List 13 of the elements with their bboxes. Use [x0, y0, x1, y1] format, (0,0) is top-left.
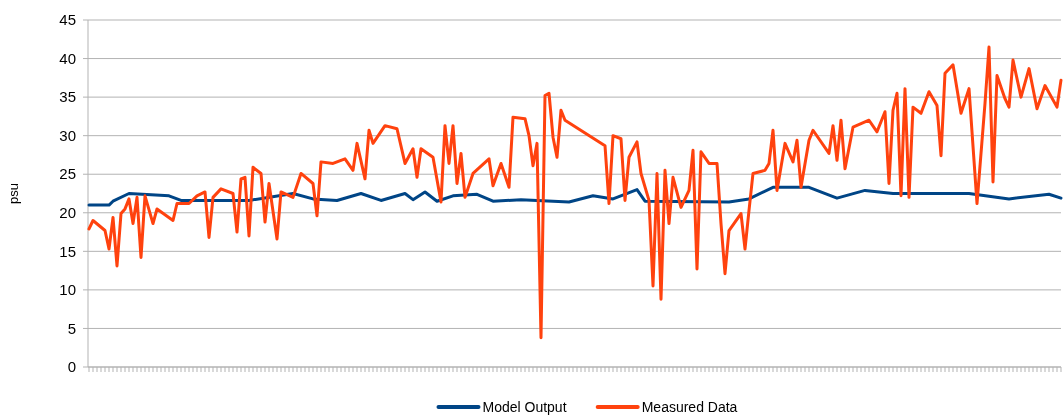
legend-label: Model Output: [482, 398, 567, 415]
y-axis-title: psu: [6, 183, 21, 204]
y-tick-label: 5: [67, 319, 76, 337]
y-tick-label: 25: [59, 165, 76, 183]
y-tick-label: 0: [67, 358, 76, 376]
y-tick-label: 35: [59, 88, 76, 106]
y-tick-label: 15: [59, 242, 76, 260]
y-tick-label: 45: [59, 11, 76, 29]
y-tick-label: 40: [59, 49, 76, 67]
y-tick-label: 30: [59, 126, 76, 144]
legend-label: Measured Data: [641, 398, 738, 415]
y-tick-label: 10: [59, 281, 76, 299]
y-tick-label: 20: [59, 204, 76, 222]
